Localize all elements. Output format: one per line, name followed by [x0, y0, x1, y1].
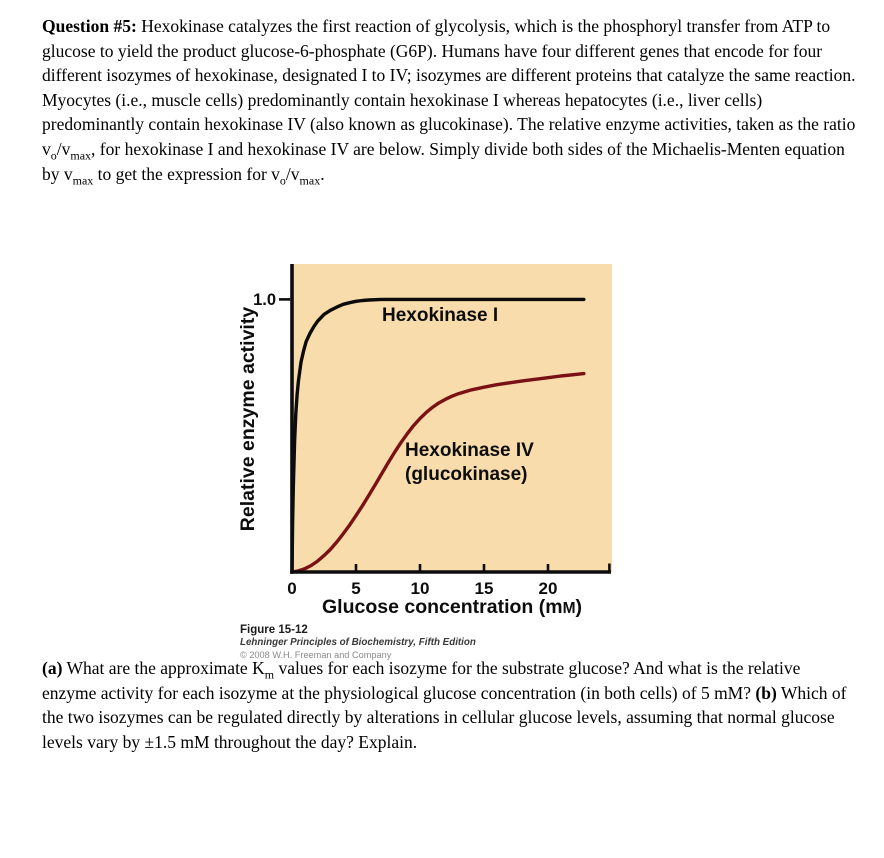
x-tick-label-20: 20: [539, 579, 558, 598]
x-tick-label-0: 0: [287, 579, 296, 598]
figure-caption-title: Figure 15-12: [240, 624, 308, 636]
x-axis-ticks: 0 5 10 15 20: [287, 564, 557, 598]
figure-15-12: 1.0 0 5 10 15 20 Hexokinase I Hexokinase IV …: [230, 255, 630, 623]
figure-caption-source: Lehninger Principles of Biochemistry, Fi…: [240, 637, 476, 649]
figure-caption: Figure 15-12 Lehninger Principles of Bio…: [240, 624, 476, 660]
question-parts-text: (a) What are the approximate Km values f…: [42, 658, 847, 752]
question-text: Question #5: Hexokinase catalyzes the fi…: [42, 16, 856, 188]
x-tick-label-15: 15: [475, 579, 494, 598]
x-axis-title: Glucose concentration (mM): [322, 596, 582, 618]
plot-area: [292, 264, 612, 572]
hexokinase-1-curve: [290, 297, 586, 574]
x-tick-label-5: 5: [351, 579, 360, 598]
x-tick-label-10: 10: [411, 579, 430, 598]
y-axis-title: Relative enzyme activity: [237, 307, 259, 532]
figure-caption-copyright: © 2008 W.H. Freeman and Company: [240, 649, 392, 660]
curve-label-hexokinase-4-line2: (glucokinase): [405, 464, 527, 485]
curve-label-hexokinase-4-line1: Hexokinase IV: [405, 440, 534, 461]
curve-label-hexokinase-1: Hexokinase I: [382, 305, 498, 326]
y-tick-label: 1.0: [253, 291, 276, 309]
enzyme-activity-chart: 1.0 0 5 10 15 20 Hexokinase I Hexokinase IV …: [237, 264, 612, 618]
hexokinase-4-curve: [290, 371, 586, 574]
